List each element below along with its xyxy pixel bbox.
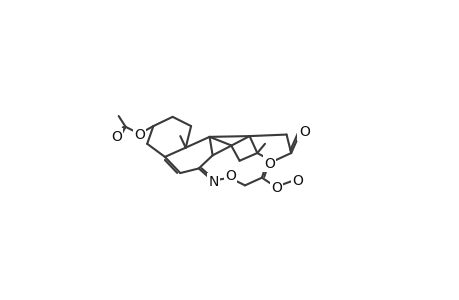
Text: O: O — [224, 169, 235, 183]
Text: O: O — [298, 125, 309, 139]
Text: O: O — [111, 130, 122, 144]
Text: O: O — [134, 128, 145, 142]
Text: O: O — [263, 157, 274, 171]
Text: O: O — [291, 174, 302, 188]
Text: N: N — [208, 175, 218, 188]
Text: O: O — [270, 182, 281, 196]
